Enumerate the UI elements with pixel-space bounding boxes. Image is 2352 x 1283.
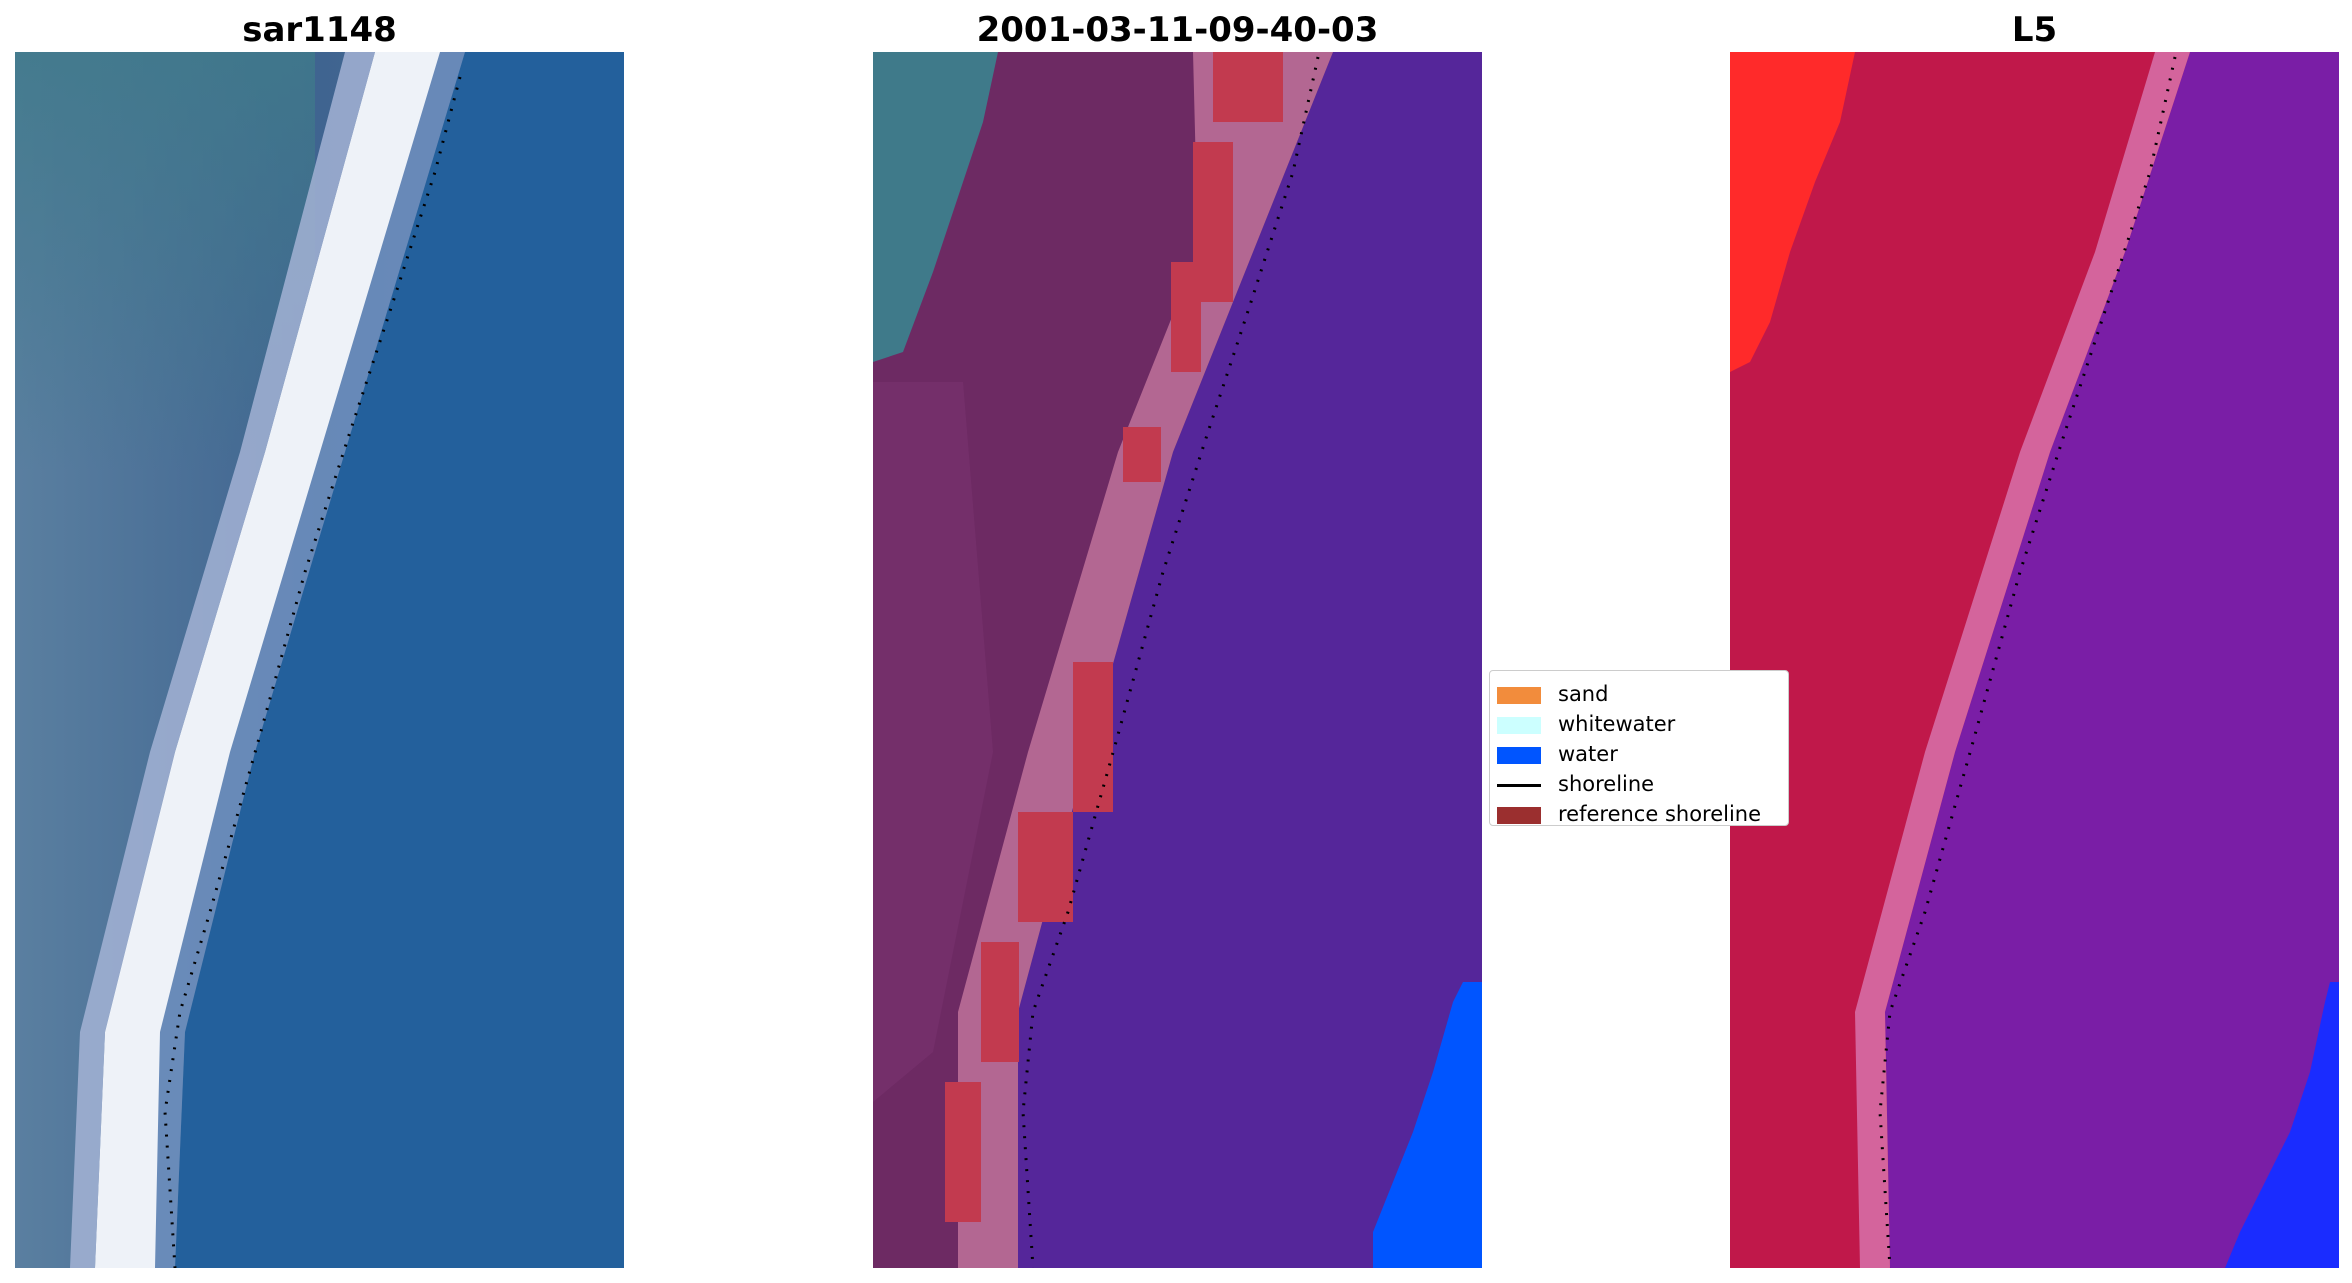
reference-shoreline-swatch: [1497, 807, 1541, 824]
land-highlight: [873, 382, 993, 1102]
panel-title-1: sar1148: [242, 10, 397, 50]
shoreline: [163, 76, 462, 1268]
satellite-image-panel: [15, 52, 624, 1268]
legend-label: shoreline: [1558, 772, 1655, 796]
land-top-region: [873, 52, 998, 362]
bright-land-region: [1730, 52, 1855, 372]
classified-image: [873, 52, 1482, 1268]
shoreline-line-swatch: [1497, 784, 1541, 787]
water-region: [175, 52, 624, 1268]
shoreline-band: [958, 52, 1333, 1268]
legend-item-reference-shoreline: reference shoreline: [1490, 799, 1788, 826]
classified-image-panel: [873, 52, 1482, 1268]
legend-item-whitewater: whitewater: [1490, 709, 1788, 739]
band-composite-panel: [1730, 52, 2339, 1268]
legend-label: reference shoreline: [1558, 802, 1762, 826]
reference-shoreline-pixel: [1171, 262, 1201, 372]
reference-shoreline-pixel: [981, 942, 1019, 1062]
whitewater-swatch: [1497, 717, 1541, 734]
panel-title-2: 2001-03-11-09-40-03: [976, 10, 1379, 50]
legend-label: whitewater: [1558, 712, 1676, 736]
reference-shoreline-pixel: [945, 1082, 981, 1222]
reference-shoreline-pixel: [1213, 52, 1283, 122]
legend-label: sand: [1558, 682, 1609, 706]
water-class-region: [1373, 982, 1482, 1268]
legend-item-shoreline: shoreline: [1490, 769, 1788, 799]
legend: sand whitewater water shoreline referenc…: [1489, 670, 1789, 826]
legend-label: water: [1558, 742, 1618, 766]
legend-item-sand: sand: [1490, 679, 1788, 709]
sand-swatch: [1497, 687, 1541, 704]
band-composite-image: [1730, 52, 2339, 1268]
water-swatch: [1497, 747, 1541, 764]
reference-shoreline-pixel: [1123, 427, 1161, 482]
satellite-image: [15, 52, 624, 1268]
water-region: [1018, 52, 1482, 1268]
legend-item-water: water: [1490, 739, 1788, 769]
whitewater-band: [95, 52, 440, 1268]
reference-shoreline-pixel: [1073, 662, 1113, 812]
water-region: [1885, 52, 2339, 1268]
water-class-region: [2225, 982, 2339, 1268]
nearshore-band: [140, 52, 465, 1268]
reference-shoreline-pixel: [1018, 812, 1073, 922]
panel-title-3: L5: [2011, 10, 2058, 50]
